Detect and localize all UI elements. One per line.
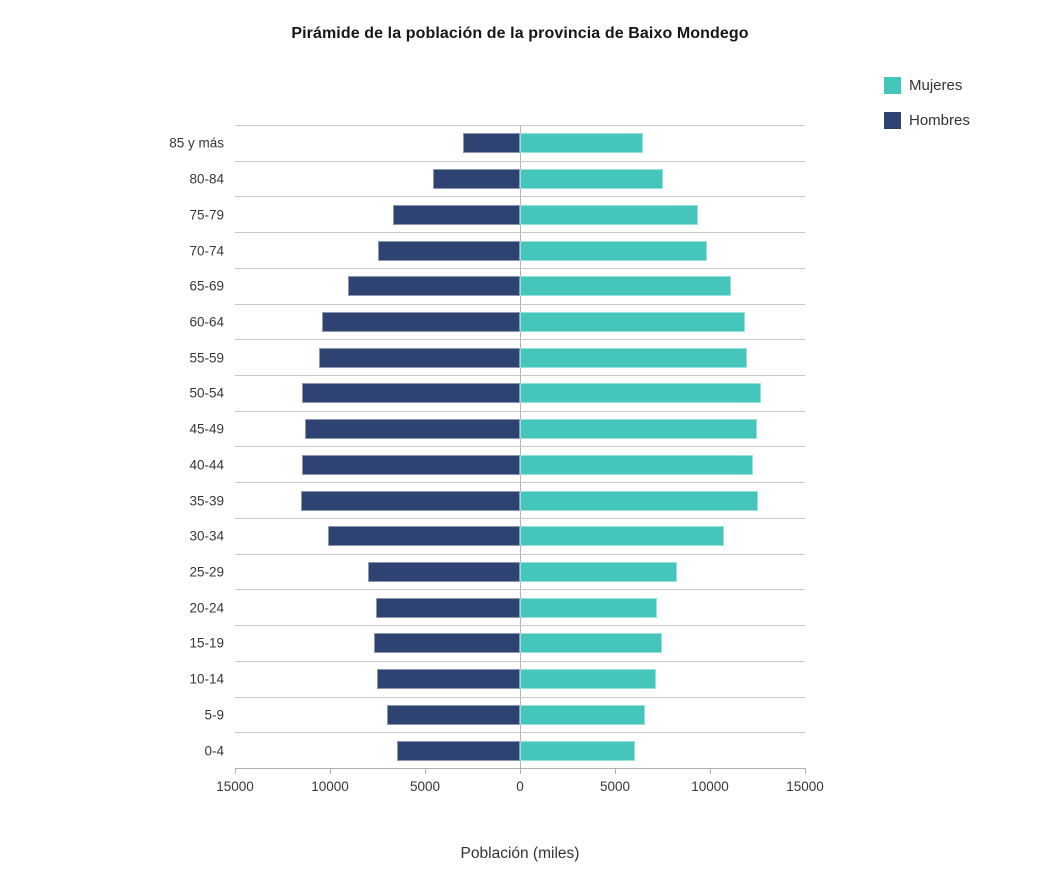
bar-mujeres-35-39[interactable] — [520, 490, 759, 511]
legend-item-hombres[interactable]: Hombres — [884, 112, 970, 129]
age-group-label: 60-64 — [189, 314, 224, 330]
age-group-label: 15-19 — [189, 635, 224, 651]
x-axis-tick-label: 5000 — [599, 779, 631, 794]
bar-hombres-30-34[interactable] — [328, 526, 520, 547]
x-axis-tick-label: 0 — [516, 779, 524, 794]
age-row-20-24: 20-24 — [189, 589, 805, 625]
age-group-label: 45-49 — [189, 421, 224, 437]
x-axis-tick — [710, 768, 711, 774]
age-row-15-19: 15-19 — [189, 625, 805, 661]
x-axis-tick — [615, 768, 616, 774]
x-axis-tick-label: 10000 — [311, 779, 349, 794]
bar-mujeres-0-4[interactable] — [520, 740, 635, 761]
legend-swatch-mujeres — [884, 77, 901, 94]
age-group-label: 0-4 — [204, 743, 224, 759]
bar-mujeres-60-64[interactable] — [520, 311, 746, 332]
bar-hombres-70-74[interactable] — [378, 240, 520, 261]
bar-mujeres-30-34[interactable] — [520, 526, 725, 547]
age-group-label: 30-34 — [189, 528, 224, 544]
bar-mujeres-70-74[interactable] — [520, 240, 708, 261]
legend: Mujeres Hombres — [884, 77, 970, 147]
bar-hombres-85-y-más[interactable] — [463, 133, 520, 154]
age-group-label: 35-39 — [189, 493, 224, 509]
bar-mujeres-50-54[interactable] — [520, 383, 762, 404]
bar-mujeres-75-79[interactable] — [520, 204, 698, 225]
age-group-label: 70-74 — [189, 243, 224, 259]
bar-hombres-60-64[interactable] — [322, 311, 520, 332]
age-group-label: 40-44 — [189, 457, 224, 473]
age-group-label: 80-84 — [189, 171, 224, 187]
age-group-label: 55-59 — [189, 350, 224, 366]
age-row-30-34: 30-34 — [189, 517, 805, 554]
bar-mujeres-45-49[interactable] — [520, 419, 757, 440]
x-axis-tick — [520, 768, 521, 774]
bar-hombres-75-79[interactable] — [392, 204, 520, 225]
age-row-35-39: 35-39 — [189, 482, 805, 518]
x-axis-tick — [425, 768, 426, 774]
legend-label: Hombres — [909, 112, 970, 129]
x-axis-tick-label: 10000 — [691, 779, 729, 794]
age-row-40-44: 40-44 — [189, 446, 805, 482]
legend-swatch-hombres — [884, 112, 901, 129]
age-row-75-79: 75-79 — [189, 196, 805, 232]
chart-title: Pirámide de la población de la provincia… — [291, 25, 749, 42]
bar-hombres-20-24[interactable] — [375, 597, 520, 618]
bar-hombres-25-29[interactable] — [368, 561, 520, 582]
bar-mujeres-80-84[interactable] — [520, 169, 664, 190]
bar-hombres-40-44[interactable] — [301, 454, 520, 475]
age-group-label: 75-79 — [189, 207, 224, 223]
x-axis-title: Población (miles) — [460, 845, 580, 862]
age-group-label: 25-29 — [189, 564, 224, 580]
plot-area: 85 y más 80-84 75-79 70-74 65-69 60-64 55-59 50… — [169, 125, 824, 794]
bar-mujeres-55-59[interactable] — [520, 347, 748, 368]
age-row-70-74: 70-74 — [189, 232, 805, 268]
x-axis-tick-label: 5000 — [409, 779, 441, 794]
bar-mujeres-40-44[interactable] — [520, 454, 753, 475]
legend-label: Mujeres — [909, 77, 963, 94]
age-group-label: 50-54 — [189, 385, 224, 401]
bar-hombres-15-19[interactable] — [373, 633, 520, 654]
bar-hombres-50-54[interactable] — [302, 383, 520, 404]
x-axis-tick-label: 15000 — [786, 779, 824, 794]
bar-hombres-0-4[interactable] — [396, 740, 520, 761]
bar-hombres-45-49[interactable] — [305, 419, 520, 440]
age-row-25-29: 25-29 — [189, 553, 805, 590]
bar-mujeres-20-24[interactable] — [520, 597, 657, 618]
age-group-label: 5-9 — [204, 707, 224, 723]
age-row-5-9: 5-9 — [204, 696, 805, 733]
age-group-label: 20-24 — [189, 600, 224, 616]
age-row-10-14: 10-14 — [189, 660, 805, 697]
age-row-45-49: 45-49 — [189, 410, 805, 447]
age-group-label: 65-69 — [189, 278, 224, 294]
age-row-55-59: 55-59 — [189, 339, 805, 375]
x-axis-tick-label: 15000 — [216, 779, 254, 794]
bar-hombres-5-9[interactable] — [387, 704, 520, 725]
bar-hombres-10-14[interactable] — [376, 669, 520, 690]
x-axis-tick — [330, 768, 331, 774]
bar-mujeres-10-14[interactable] — [520, 669, 656, 690]
x-axis-tick — [805, 768, 806, 774]
bar-hombres-55-59[interactable] — [318, 347, 520, 368]
bar-mujeres-15-19[interactable] — [520, 633, 662, 654]
age-row-80-84: 80-84 — [189, 160, 805, 197]
bar-mujeres-5-9[interactable] — [520, 704, 646, 725]
age-row-50-54: 50-54 — [189, 375, 805, 411]
age-row-60-64: 60-64 — [189, 303, 805, 340]
age-group-label: 10-14 — [189, 671, 224, 687]
bar-hombres-80-84[interactable] — [432, 169, 520, 190]
bar-hombres-65-69[interactable] — [348, 276, 520, 297]
age-row-65-69: 65-69 — [189, 267, 805, 304]
bar-mujeres-25-29[interactable] — [520, 561, 677, 582]
bar-hombres-35-39[interactable] — [300, 490, 520, 511]
age-group-label: 85 y más — [169, 135, 224, 151]
x-axis: 15000 10000 5000 0 5000 10000 15000 — [216, 768, 824, 808]
plot-rows: 85 y más 80-84 75-79 70-74 65-69 60-64 55-59 50… — [169, 125, 805, 768]
bar-mujeres-65-69[interactable] — [520, 276, 731, 297]
age-row-85-y-más: 85 y más — [169, 125, 805, 161]
bar-mujeres-85-y-más[interactable] — [520, 133, 643, 154]
age-row-0-4: 0-4 — [204, 732, 805, 768]
legend-item-mujeres[interactable]: Mujeres — [884, 77, 970, 94]
x-axis-tick — [235, 768, 236, 774]
